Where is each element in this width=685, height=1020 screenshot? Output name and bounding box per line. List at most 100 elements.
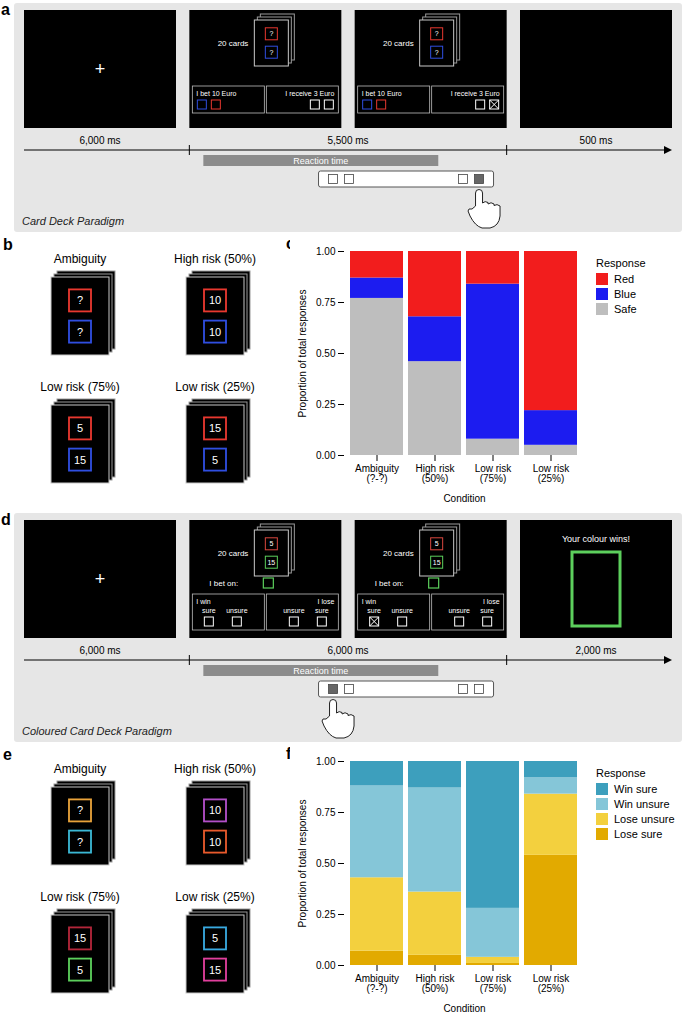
svg-text:I win: I win	[362, 598, 377, 605]
svg-text:Coloured Card Deck Paradigm: Coloured Card Deck Paradigm	[22, 725, 172, 737]
svg-text:Proportion of total responses: Proportion of total responses	[297, 290, 308, 418]
svg-text:Low risk (75%): Low risk (75%)	[40, 890, 119, 904]
html-text:Blue: Blue	[614, 288, 636, 300]
svg-text:15: 15	[209, 422, 221, 434]
svg-text:I win: I win	[196, 598, 211, 605]
svg-text:High risk (50%): High risk (50%)	[174, 252, 256, 266]
svg-text:15: 15	[74, 454, 86, 466]
svg-text:?: ?	[77, 294, 83, 306]
svg-text:20 cards: 20 cards	[383, 549, 414, 558]
html-text:Red: Red	[614, 273, 635, 285]
svg-text:Proportion of total responses: Proportion of total responses	[297, 800, 308, 928]
svg-text:0.50: 0.50	[316, 348, 336, 359]
svg-text:10: 10	[209, 836, 221, 848]
svg-text:I bet 10 Euro: I bet 10 Euro	[196, 90, 236, 97]
svg-text:Reaction time: Reaction time	[293, 666, 348, 676]
svg-text:15: 15	[74, 932, 86, 944]
svg-text:+: +	[95, 59, 106, 79]
svg-text:unsure: unsure	[283, 607, 305, 614]
svg-text:5: 5	[269, 540, 273, 547]
svg-text:sure: sure	[315, 607, 329, 614]
svg-text:I receive 3 Euro: I receive 3 Euro	[285, 90, 334, 97]
svg-text:20 cards: 20 cards	[383, 39, 414, 48]
svg-text:Low risk (25%): Low risk (25%)	[175, 890, 254, 904]
svg-text:Low risk(75%): Low risk(75%)	[475, 973, 513, 994]
svg-text:unsure: unsure	[391, 607, 413, 614]
svg-text:6,000 ms: 6,000 ms	[327, 645, 368, 656]
svg-text:Condition: Condition	[443, 493, 485, 504]
svg-text:0.00: 0.00	[316, 960, 336, 971]
svg-text:?: ?	[435, 30, 439, 37]
svg-text:I lose: I lose	[483, 598, 500, 605]
svg-text:Card Deck Paradigm: Card Deck Paradigm	[22, 215, 124, 227]
svg-text:0.75: 0.75	[316, 807, 336, 818]
svg-text:I bet on:: I bet on:	[209, 579, 238, 588]
svg-text:I bet on:: I bet on:	[375, 579, 404, 588]
svg-text:Ambiguity: Ambiguity	[54, 252, 107, 266]
svg-text:High risk (50%): High risk (50%)	[174, 762, 256, 776]
html-text:Win sure: Win sure	[614, 783, 658, 795]
svg-text:0.75: 0.75	[316, 297, 336, 308]
html-text:Response: Response	[596, 257, 646, 269]
svg-text:5: 5	[212, 454, 218, 466]
svg-text:15: 15	[267, 559, 275, 566]
html-text:Safe: Safe	[614, 303, 637, 315]
svg-text:Low risk (75%): Low risk (75%)	[40, 380, 119, 394]
svg-text:?: ?	[77, 326, 83, 338]
svg-text:0.25: 0.25	[316, 909, 336, 920]
svg-text:5,500 ms: 5,500 ms	[327, 135, 368, 146]
svg-text:Condition: Condition	[443, 1003, 485, 1014]
svg-text:unsure: unsure	[226, 607, 248, 614]
svg-text:5: 5	[212, 932, 218, 944]
svg-text:1.00: 1.00	[316, 756, 336, 767]
svg-text:15: 15	[209, 964, 221, 976]
svg-text:Reaction time: Reaction time	[293, 156, 348, 166]
svg-text:5: 5	[77, 964, 83, 976]
svg-text:?: ?	[77, 804, 83, 816]
svg-text:0.50: 0.50	[316, 858, 336, 869]
svg-text:20 cards: 20 cards	[218, 549, 249, 558]
svg-text:High risk(50%): High risk(50%)	[416, 463, 456, 484]
svg-text:I lose: I lose	[318, 598, 335, 605]
svg-text:15: 15	[433, 559, 441, 566]
svg-text:?: ?	[77, 836, 83, 848]
svg-text:sure: sure	[202, 607, 216, 614]
svg-text:Ambiguity(?-?): Ambiguity(?-?)	[355, 973, 399, 994]
svg-text:Ambiguity(?-?): Ambiguity(?-?)	[355, 463, 399, 484]
svg-text:5: 5	[435, 540, 439, 547]
svg-text:5: 5	[77, 422, 83, 434]
svg-text:Low risk(75%): Low risk(75%)	[475, 463, 513, 484]
svg-text:I receive 3 Euro: I receive 3 Euro	[451, 90, 500, 97]
svg-text:+: +	[95, 569, 106, 589]
svg-text:6,000 ms: 6,000 ms	[79, 645, 120, 656]
html-text:Response: Response	[596, 767, 646, 779]
svg-text:Low risk(25%): Low risk(25%)	[533, 973, 571, 994]
svg-text:I bet 10 Euro: I bet 10 Euro	[362, 90, 402, 97]
svg-text:20 cards: 20 cards	[218, 39, 249, 48]
svg-text:unsure: unsure	[448, 607, 470, 614]
svg-text:1.00: 1.00	[316, 246, 336, 257]
svg-text:Low risk (25%): Low risk (25%)	[175, 380, 254, 394]
svg-text:10: 10	[209, 804, 221, 816]
svg-text:Ambiguity: Ambiguity	[54, 762, 107, 776]
html-text:Win unsure: Win unsure	[614, 798, 670, 810]
svg-text:10: 10	[209, 326, 221, 338]
svg-text:Low risk(25%): Low risk(25%)	[533, 463, 571, 484]
svg-text:10: 10	[209, 294, 221, 306]
svg-text:sure: sure	[480, 607, 494, 614]
svg-text:?: ?	[269, 30, 273, 37]
svg-text:6,000 ms: 6,000 ms	[79, 135, 120, 146]
svg-text:b: b	[3, 236, 13, 253]
svg-text:sure: sure	[367, 607, 381, 614]
svg-text:a: a	[1, 1, 10, 18]
svg-text:d: d	[1, 511, 11, 528]
svg-text:0.25: 0.25	[316, 399, 336, 410]
svg-text:?: ?	[269, 49, 273, 56]
svg-text:e: e	[3, 746, 12, 763]
svg-text:?: ?	[435, 49, 439, 56]
svg-text:0.00: 0.00	[316, 450, 336, 461]
svg-text:2,000 ms: 2,000 ms	[575, 645, 616, 656]
svg-text:500 ms: 500 ms	[580, 135, 613, 146]
svg-text:Your colour wins!: Your colour wins!	[562, 534, 630, 544]
svg-text:High risk(50%): High risk(50%)	[416, 973, 456, 994]
